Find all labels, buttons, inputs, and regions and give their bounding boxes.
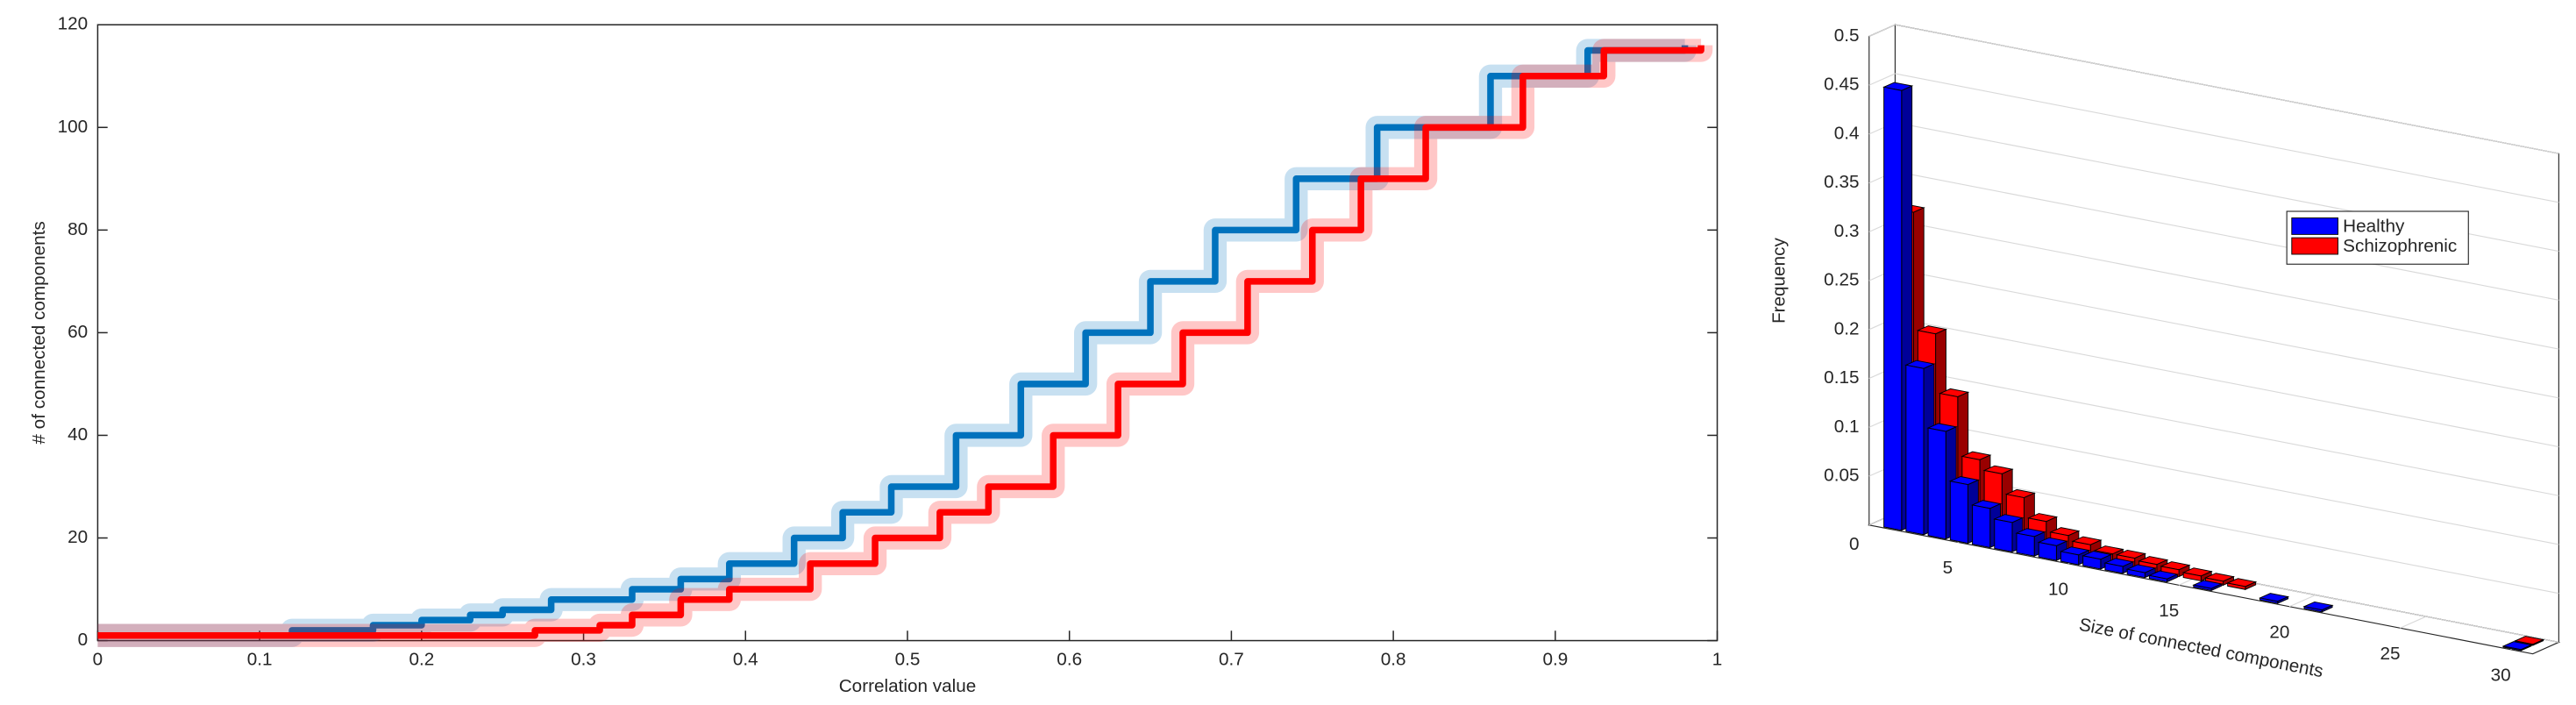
legend-swatch	[2291, 237, 2338, 255]
y-tick-label: 0.05	[1824, 465, 1859, 485]
grid-line	[1895, 219, 2559, 350]
x-tick-label: 0.2	[409, 650, 434, 670]
grid-line	[1895, 268, 2559, 399]
x-tick-label: 0.6	[1057, 650, 1082, 670]
x-tick-label: 30	[2491, 665, 2511, 685]
bar-front	[2082, 555, 2102, 570]
grid-line	[1895, 170, 2559, 301]
y-tick-label: 0.25	[1824, 270, 1859, 290]
legend-label: Schizophrenic	[2343, 236, 2457, 256]
y-tick-label: 80	[68, 219, 88, 239]
y-tick-label: 0.1	[1834, 417, 1860, 437]
x-tick-label: 20	[2269, 622, 2289, 642]
y-tick-label: 0.5	[1834, 25, 1860, 46]
grid-line	[1868, 73, 1896, 86]
grid-line	[1895, 317, 2559, 448]
y-tick-label: 0.45	[1824, 75, 1859, 95]
grid-line	[1895, 73, 2559, 203]
x-tick-label: 1	[1712, 650, 1723, 670]
x-tick-label: 0.8	[1381, 650, 1406, 670]
bar-front	[1994, 518, 2013, 552]
bar-front	[2502, 645, 2522, 652]
y-tick-label: 0	[78, 630, 89, 650]
x-tick-label: 0.3	[571, 650, 596, 670]
bar-front	[2259, 597, 2279, 604]
bar-front	[2038, 541, 2057, 561]
grid-line	[2288, 595, 2316, 608]
y-tick-label: 0.2	[1834, 318, 1860, 338]
x-tick-label: 0.1	[247, 650, 273, 670]
bar-front	[1883, 86, 1903, 531]
bar-front	[2182, 572, 2202, 582]
grid-line	[2400, 616, 2427, 629]
bar-front	[2126, 568, 2145, 579]
y-tick-label: 100	[58, 117, 89, 137]
y-tick-label: 0.15	[1824, 367, 1859, 388]
bar-front	[1972, 504, 1991, 549]
x-tick-label: 0.5	[895, 650, 921, 670]
x-tick-label: 0.9	[1542, 650, 1568, 670]
y-axis-label: Frequency	[1769, 238, 1790, 324]
y-tick-label: 0.35	[1824, 172, 1859, 192]
series-line	[97, 45, 1689, 639]
x-tick-label: 25	[2380, 644, 2401, 664]
y-tick-label: 0	[1849, 534, 1860, 554]
bar-front	[2016, 532, 2035, 557]
x-tick-label: 15	[2159, 601, 2179, 621]
grid-line	[1895, 24, 2559, 154]
legend-label: Healthy	[2343, 216, 2405, 236]
bar-front	[2060, 551, 2080, 566]
bar-front	[1905, 364, 1925, 536]
grid-line	[1895, 415, 2559, 545]
grid-line	[1895, 366, 2559, 496]
y-tick-label: 20	[68, 527, 88, 547]
x-tick-label: 10	[2048, 579, 2068, 599]
y-tick-label: 40	[68, 424, 88, 445]
x-axis-label: Correlation value	[839, 676, 977, 696]
x-tick-label: 0	[93, 650, 103, 670]
y-tick-label: 60	[68, 322, 88, 342]
grid-line	[1868, 24, 1896, 37]
bar-front	[2104, 562, 2124, 574]
bar-front	[2303, 606, 2323, 613]
bar-front	[2193, 584, 2212, 591]
legend-swatch	[2291, 217, 2338, 235]
x-tick-label: 0.7	[1219, 650, 1244, 670]
bar-front	[1927, 427, 1946, 540]
y-tick-label: 120	[58, 14, 89, 34]
x-tick-label: 5	[1943, 558, 1953, 578]
bar-front	[2148, 574, 2168, 583]
bar-front	[1949, 481, 1968, 545]
series-line	[97, 45, 1704, 639]
bar-front	[2227, 582, 2246, 590]
y-tick-label: 0.3	[1834, 221, 1860, 241]
y-tick-label: 0.4	[1834, 123, 1860, 143]
x-tick-label: 0.4	[733, 650, 758, 670]
y-axis-label: # of connected components	[29, 221, 49, 444]
